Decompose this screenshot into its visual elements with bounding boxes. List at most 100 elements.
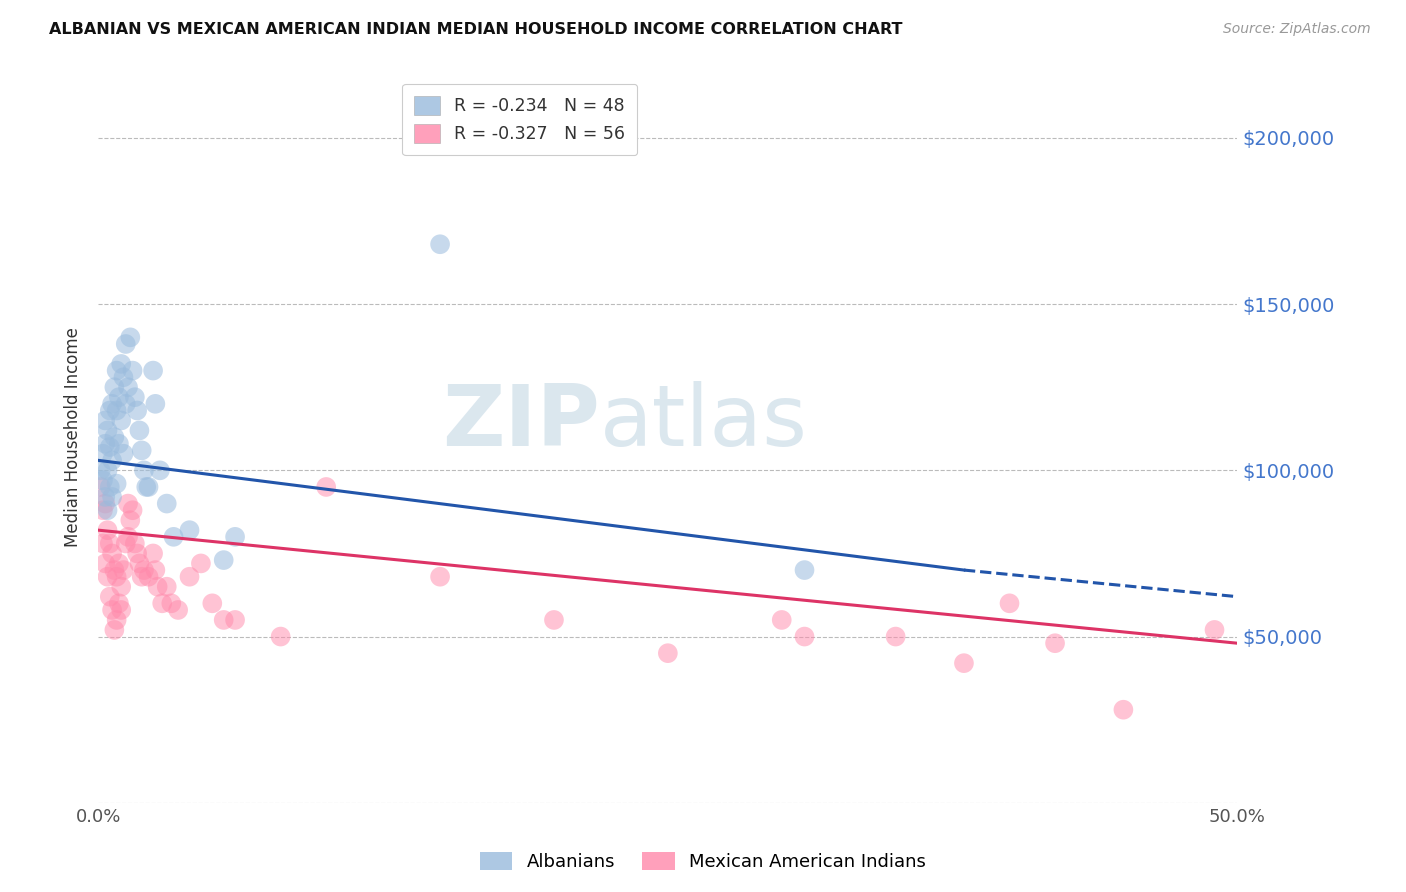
Point <box>103 623 125 637</box>
Point <box>657 646 679 660</box>
Point <box>96 523 118 537</box>
Point <box>105 476 128 491</box>
Point <box>110 357 132 371</box>
Point <box>179 523 201 537</box>
Point <box>117 497 139 511</box>
Point <box>429 237 451 252</box>
Point <box>127 546 149 560</box>
Point <box>103 380 125 394</box>
Point <box>108 557 131 571</box>
Text: ALBANIAN VS MEXICAN AMERICAN INDIAN MEDIAN HOUSEHOLD INCOME CORRELATION CHART: ALBANIAN VS MEXICAN AMERICAN INDIAN MEDI… <box>49 22 903 37</box>
Point <box>114 397 136 411</box>
Point <box>91 473 114 487</box>
Point <box>112 563 135 577</box>
Point <box>117 380 139 394</box>
Point <box>543 613 565 627</box>
Point <box>112 370 135 384</box>
Point <box>120 513 142 527</box>
Point <box>156 497 179 511</box>
Y-axis label: Median Household Income: Median Household Income <box>65 327 83 547</box>
Point <box>770 613 793 627</box>
Point <box>98 403 121 417</box>
Point <box>124 390 146 404</box>
Point <box>94 436 117 450</box>
Point <box>121 363 143 377</box>
Point <box>101 397 124 411</box>
Point <box>315 480 337 494</box>
Point <box>105 403 128 417</box>
Point <box>224 613 246 627</box>
Point <box>135 480 157 494</box>
Point <box>108 596 131 610</box>
Point <box>105 570 128 584</box>
Point <box>212 553 235 567</box>
Point <box>96 463 118 477</box>
Point <box>98 590 121 604</box>
Point <box>94 557 117 571</box>
Point <box>149 463 172 477</box>
Point <box>114 337 136 351</box>
Point <box>98 480 121 494</box>
Point <box>127 403 149 417</box>
Point <box>1204 623 1226 637</box>
Point <box>162 530 184 544</box>
Point <box>124 536 146 550</box>
Point <box>105 613 128 627</box>
Text: Source: ZipAtlas.com: Source: ZipAtlas.com <box>1223 22 1371 37</box>
Point <box>121 503 143 517</box>
Point <box>101 453 124 467</box>
Point <box>101 546 124 560</box>
Point <box>142 546 165 560</box>
Point <box>429 570 451 584</box>
Point <box>212 613 235 627</box>
Point <box>96 570 118 584</box>
Point <box>190 557 212 571</box>
Point <box>112 447 135 461</box>
Point <box>96 503 118 517</box>
Point <box>131 443 153 458</box>
Point <box>110 603 132 617</box>
Point <box>91 447 114 461</box>
Point <box>101 603 124 617</box>
Point <box>96 424 118 438</box>
Point <box>150 596 173 610</box>
Legend: R = -0.234   N = 48, R = -0.327   N = 56: R = -0.234 N = 48, R = -0.327 N = 56 <box>402 84 637 155</box>
Point <box>91 503 114 517</box>
Point <box>160 596 183 610</box>
Point <box>98 536 121 550</box>
Point <box>138 570 160 584</box>
Point <box>138 480 160 494</box>
Point <box>998 596 1021 610</box>
Point <box>145 397 167 411</box>
Point <box>98 440 121 454</box>
Point <box>132 563 155 577</box>
Point <box>1043 636 1066 650</box>
Point <box>101 490 124 504</box>
Point <box>793 630 815 644</box>
Point <box>114 536 136 550</box>
Legend: Albanians, Mexican American Indians: Albanians, Mexican American Indians <box>472 845 934 879</box>
Point <box>117 530 139 544</box>
Point <box>953 656 976 670</box>
Point <box>142 363 165 377</box>
Point <box>132 463 155 477</box>
Point <box>201 596 224 610</box>
Point <box>884 630 907 644</box>
Point <box>108 390 131 404</box>
Point <box>120 330 142 344</box>
Point <box>94 413 117 427</box>
Point <box>103 563 125 577</box>
Text: ZIP: ZIP <box>441 381 599 464</box>
Point <box>145 563 167 577</box>
Point <box>90 463 112 477</box>
Point <box>110 580 132 594</box>
Point <box>94 497 117 511</box>
Text: atlas: atlas <box>599 381 807 464</box>
Point <box>94 490 117 504</box>
Point <box>103 430 125 444</box>
Point <box>793 563 815 577</box>
Point <box>128 557 150 571</box>
Point <box>224 530 246 544</box>
Point <box>90 480 112 494</box>
Point <box>105 363 128 377</box>
